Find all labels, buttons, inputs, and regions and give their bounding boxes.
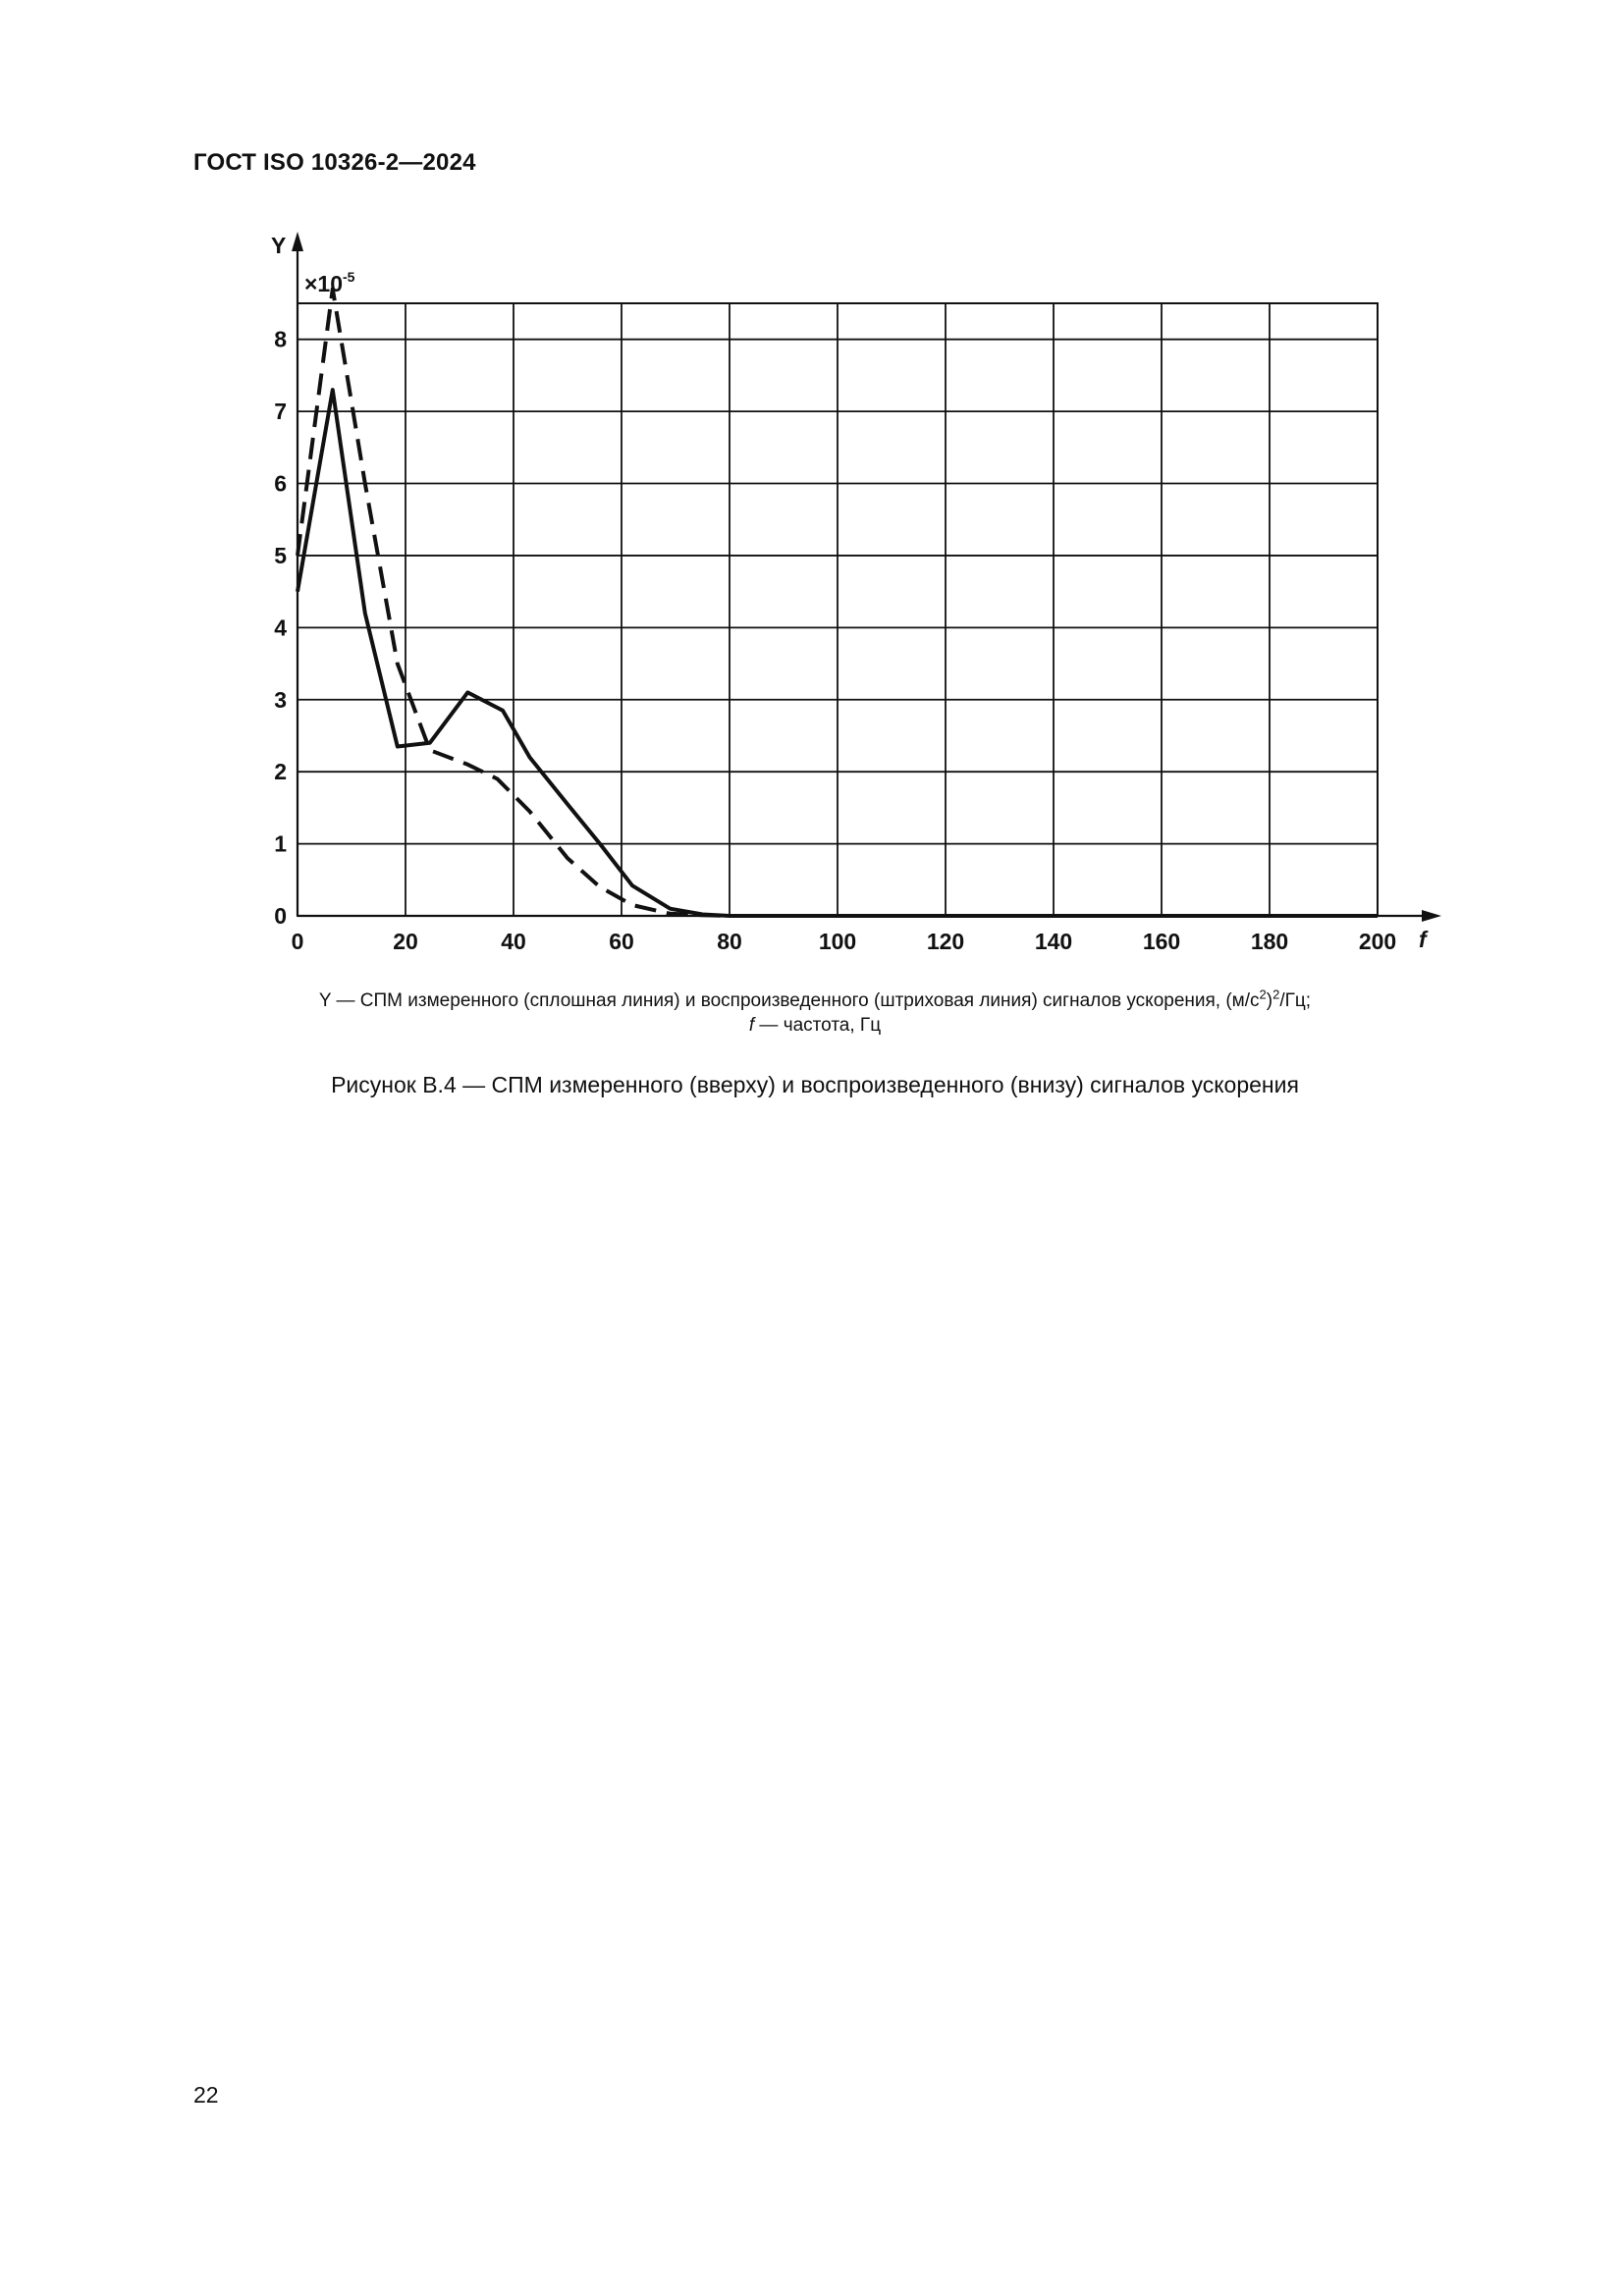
figure-caption: Рисунок B.4 — СПМ измеренного (вверху) и… [331, 1072, 1299, 1097]
x-tick-label: 200 [1359, 929, 1396, 954]
page-number: 22 [193, 2082, 219, 2108]
x-axis-arrow [1422, 910, 1441, 922]
y-tick-labels: 0 1 2 3 4 5 6 7 8 [274, 327, 287, 929]
x-tick-label: 180 [1251, 929, 1288, 954]
y-tick-label: 3 [274, 687, 287, 713]
y-tick-label: 5 [274, 543, 287, 568]
legend-line-y: Y — СПМ измеренного (сплошная линия) и в… [318, 987, 1312, 1011]
series-measured-solid [296, 388, 1378, 918]
y-multiplier-label: ×10-5 [304, 269, 355, 296]
grid-lines [297, 302, 1379, 917]
series-reproduced-dashed [296, 287, 1378, 918]
y-axis-label: Y [271, 233, 286, 258]
x-tick-label: 40 [501, 929, 526, 954]
legend-note: Y — СПМ измеренного (сплошная линия) и в… [177, 988, 1453, 1038]
y-tick-label: 8 [274, 327, 287, 352]
x-axis-label: f [1419, 927, 1429, 952]
y-tick-label: 7 [274, 399, 287, 424]
document-header: ГОСТ ISO 10326-2—2024 [193, 149, 476, 176]
x-tick-labels: 0 20 40 60 80 100 120 140 160 180 200 [292, 929, 1397, 954]
y-axis-arrow [292, 232, 303, 251]
x-tick-label: 160 [1143, 929, 1180, 954]
y-tick-label: 6 [274, 471, 287, 497]
series-lines [296, 287, 1378, 918]
legend-line-f: f — частота, Гц [748, 1015, 882, 1036]
y-tick-label: 4 [274, 614, 287, 640]
x-tick-label: 80 [717, 929, 742, 954]
x-tick-label: 100 [819, 929, 856, 954]
y-tick-label: 0 [274, 903, 287, 929]
x-tick-label: 120 [927, 929, 964, 954]
x-tick-label: 20 [393, 929, 418, 954]
x-tick-label: 0 [292, 929, 304, 954]
y-tick-label: 2 [274, 759, 287, 784]
x-tick-label: 140 [1035, 929, 1072, 954]
y-tick-label: 1 [274, 831, 287, 857]
x-tick-label: 60 [609, 929, 634, 954]
